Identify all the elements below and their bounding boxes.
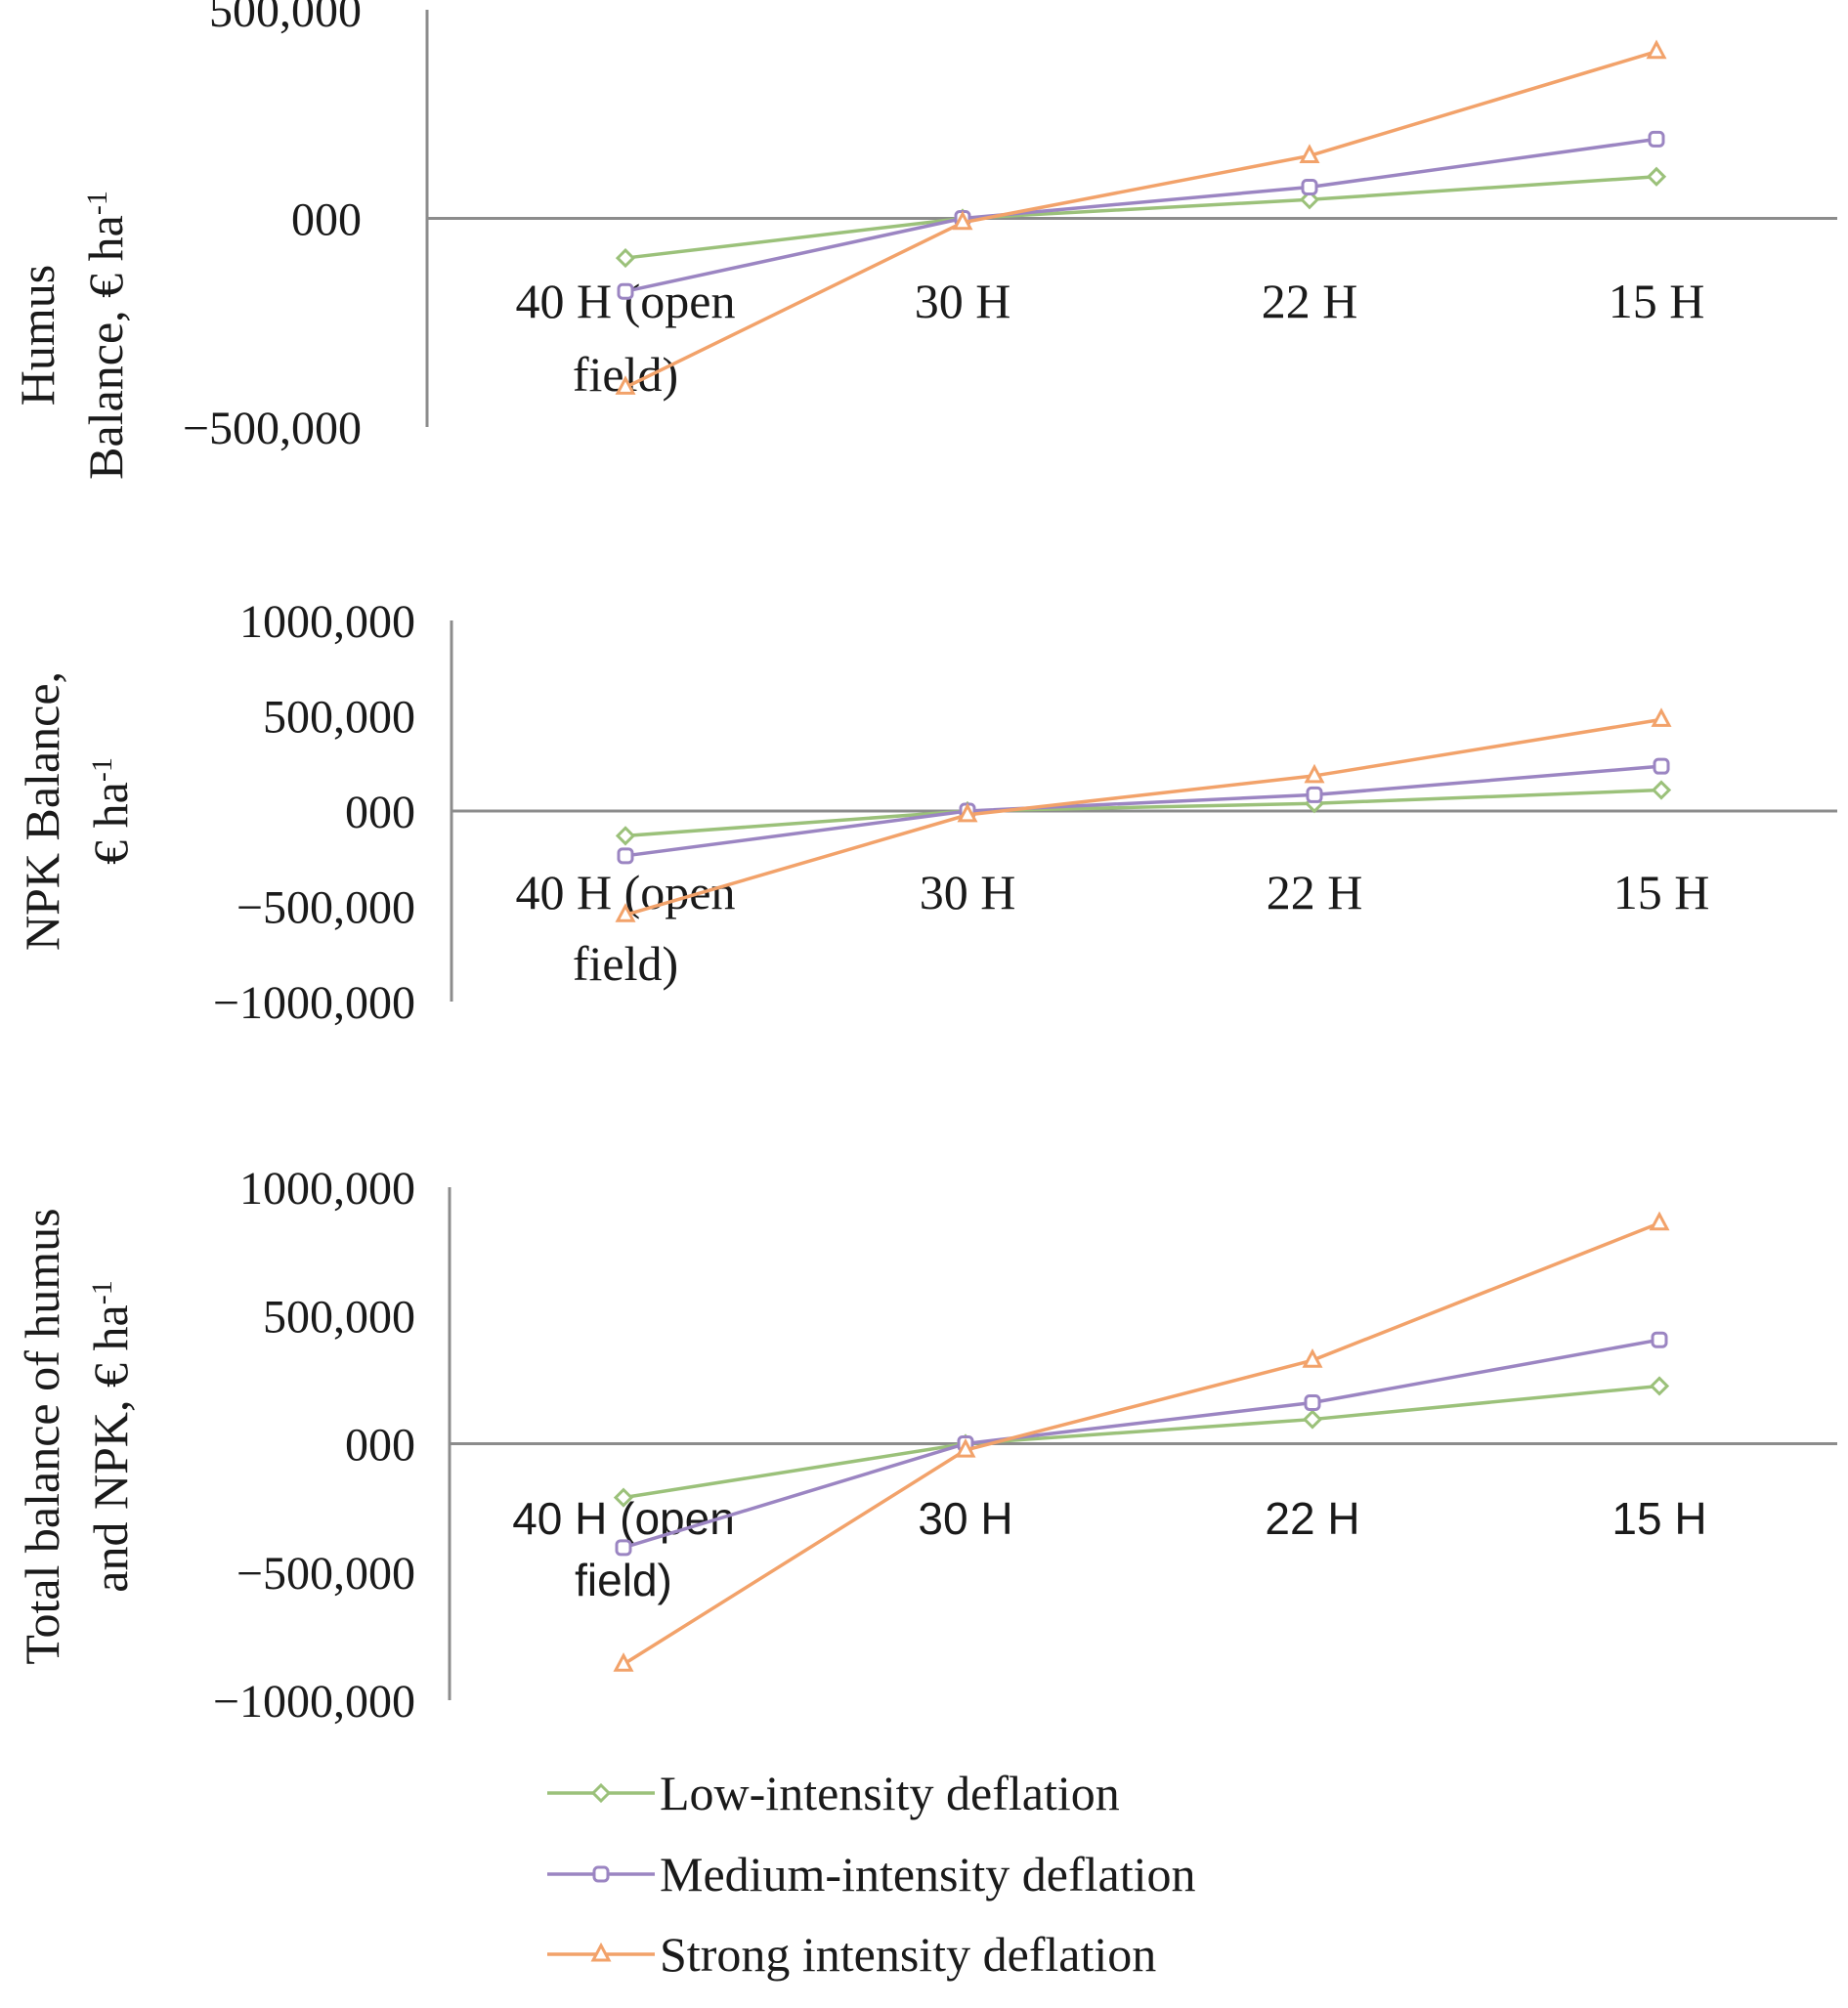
y-tick-label: 500,000 xyxy=(263,692,415,744)
data-point xyxy=(1654,783,1669,798)
y-axis-title: NPK Balance, xyxy=(15,671,69,951)
x-tick-label: 15 H xyxy=(1613,865,1710,919)
y-tick-label: −500,000 xyxy=(236,882,415,934)
x-tick-label: 30 H xyxy=(918,1493,1012,1544)
legend-label-low: Low-intensity deflation xyxy=(660,1766,1120,1820)
data-point xyxy=(1305,1351,1320,1366)
legend-item-strong: Strong intensity deflation xyxy=(547,1927,1156,1982)
y-tick-label: 1000,000 xyxy=(239,596,415,648)
x-tick-label: 15 H xyxy=(1612,1493,1706,1544)
data-point xyxy=(1649,169,1664,185)
data-point xyxy=(1306,1396,1319,1410)
y-axis-title: and NPK, € ha-1 xyxy=(83,1280,138,1592)
x-tick-label: 40 H (open xyxy=(516,274,736,328)
data-point xyxy=(1302,147,1317,161)
data-point xyxy=(1307,767,1322,782)
series-line-3 xyxy=(625,719,1661,915)
data-point xyxy=(616,1655,631,1670)
x-tick-label: 22 H xyxy=(1267,865,1363,919)
x-tick-label: 30 H xyxy=(915,274,1011,328)
series-line-1 xyxy=(623,1386,1659,1497)
data-point xyxy=(1655,759,1668,773)
data-point xyxy=(618,828,633,843)
y-tick-label: −1000,000 xyxy=(213,1676,415,1728)
y-tick-label: −500,000 xyxy=(183,403,362,454)
data-point xyxy=(1305,1412,1320,1428)
x-tick-label-line2: field) xyxy=(575,1555,672,1605)
x-tick-label-line2: field) xyxy=(573,936,678,991)
figure: 500,000 000 −500,000 40 H (open field) 30 H 22… xyxy=(0,0,1848,2008)
data-point xyxy=(1303,180,1316,193)
data-point xyxy=(618,250,633,266)
y-tick-label: 000 xyxy=(345,787,415,838)
data-point xyxy=(1649,43,1664,58)
data-point xyxy=(1654,710,1669,725)
series-line-1 xyxy=(625,790,1661,836)
y-tick-label: −500,000 xyxy=(236,1548,415,1600)
data-point xyxy=(1653,1333,1666,1346)
y-axis-title: Humus xyxy=(10,265,64,406)
y-tick-label: 500,000 xyxy=(263,1291,415,1343)
x-tick-label: 22 H xyxy=(1262,274,1358,328)
data-point xyxy=(1650,132,1663,146)
x-tick-label: 30 H xyxy=(920,865,1016,919)
y-axis-title: € ha-1 xyxy=(83,757,138,865)
legend-item-medium: Medium-intensity deflation xyxy=(547,1847,1196,1901)
y-axis-title: Balance, € ha-1 xyxy=(78,191,133,480)
x-tick-label: 15 H xyxy=(1609,274,1705,328)
y-tick-label: −1000,000 xyxy=(213,977,415,1029)
legend-label-medium: Medium-intensity deflation xyxy=(660,1847,1196,1901)
y-tick-label: 1000,000 xyxy=(239,1163,415,1215)
data-point xyxy=(617,1541,630,1555)
legend-item-low: Low-intensity deflation xyxy=(547,1766,1120,1820)
data-point xyxy=(619,284,632,298)
y-axis-title: Total balance of humus xyxy=(15,1208,69,1664)
series-line-2 xyxy=(625,139,1656,291)
legend-label-strong: Strong intensity deflation xyxy=(660,1927,1156,1982)
data-point xyxy=(1652,1215,1667,1229)
x-tick-label: 22 H xyxy=(1265,1493,1359,1544)
data-point xyxy=(1308,788,1321,801)
y-tick-label: 000 xyxy=(291,194,362,246)
data-point xyxy=(619,849,632,863)
y-tick-label: 500,000 xyxy=(209,0,362,37)
data-point xyxy=(1652,1378,1667,1393)
legend: Low-intensity deflation Medium-intensity… xyxy=(547,1766,1196,1982)
y-tick-label: 000 xyxy=(345,1420,415,1472)
